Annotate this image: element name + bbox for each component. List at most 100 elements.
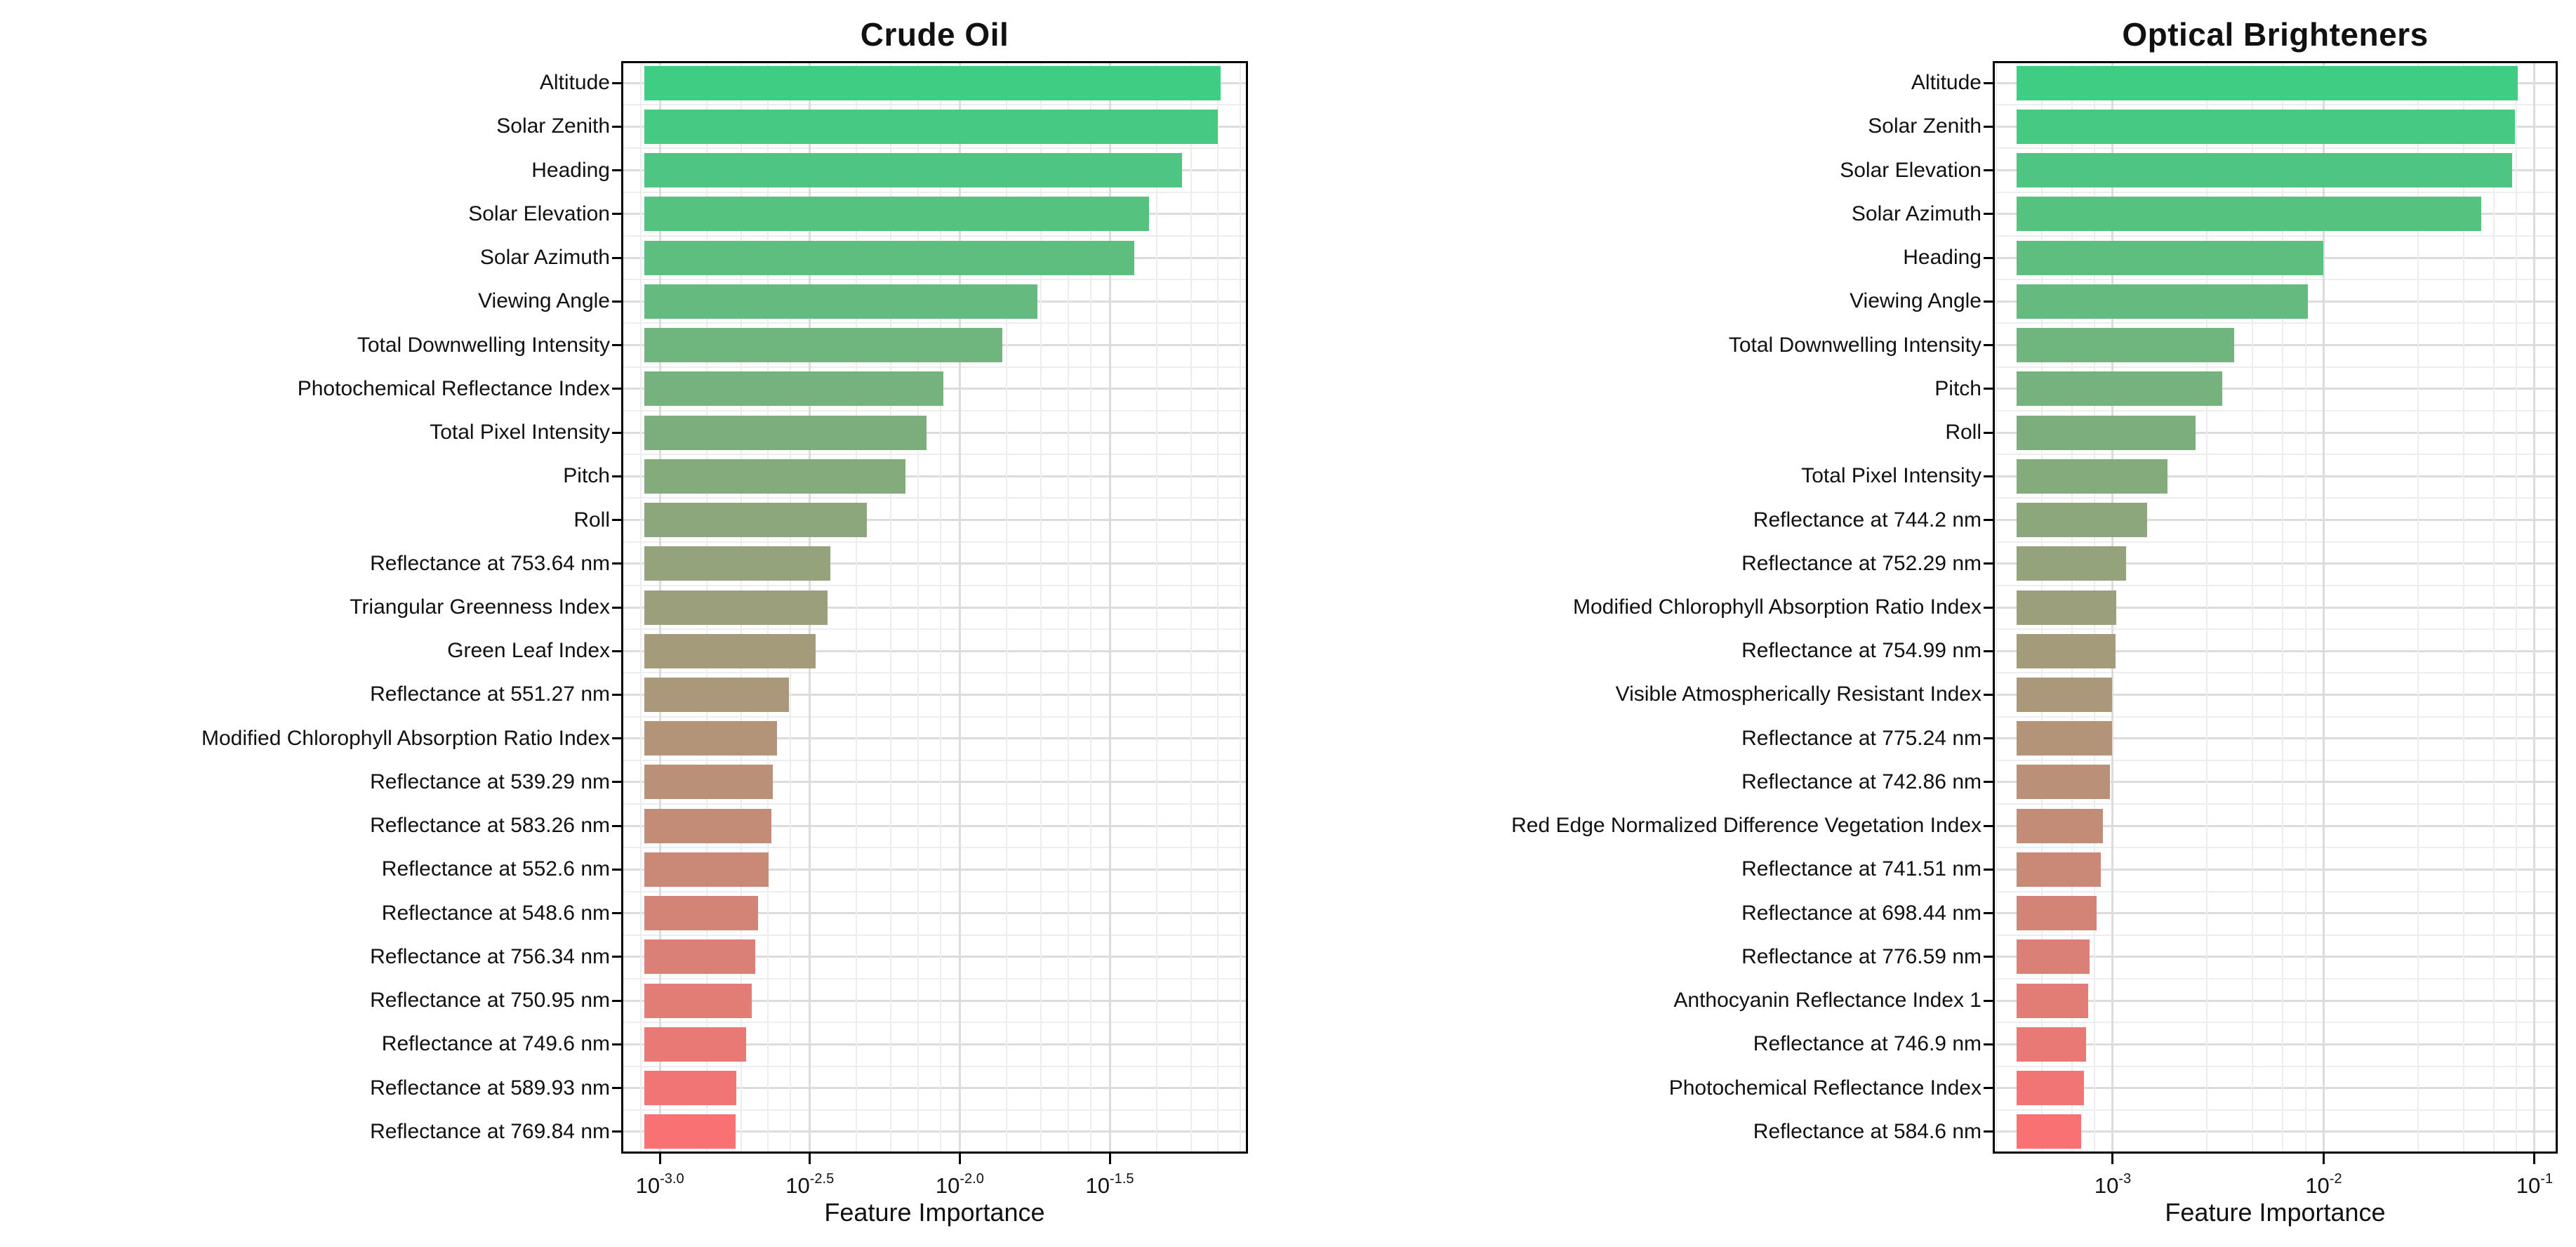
gridline-horizontal-minor [621, 235, 1248, 237]
gridline-horizontal-major [621, 693, 1248, 696]
y-axis-tick [612, 213, 621, 216]
x-axis-tick [2111, 1154, 2114, 1164]
gridline-horizontal-minor [1993, 104, 2558, 106]
gridline-horizontal-minor [1993, 628, 2558, 631]
bar-reflectance-at-539-29-nm [644, 765, 773, 800]
gridline-horizontal-minor [1993, 847, 2558, 849]
gridline-vertical-minor [2462, 61, 2464, 1154]
gridline-vertical-minor [1995, 61, 1997, 1154]
gridline-vertical-minor [2206, 61, 2208, 1154]
gridline-horizontal-minor [1993, 1065, 2558, 1067]
gridline-horizontal-minor [1993, 978, 2558, 980]
gridline-horizontal-major [621, 956, 1248, 958]
y-axis-tick [612, 781, 621, 784]
y-axis-tick [1984, 649, 1993, 652]
category-label: Solar Zenith [1868, 114, 1981, 138]
gridline-horizontal-minor [1993, 890, 2558, 892]
gridline-horizontal-minor [621, 759, 1248, 761]
x-axis-tick-label: 10-2 [2305, 1171, 2342, 1198]
gridline-vertical-minor [856, 61, 858, 1154]
gridline-horizontal-major [1993, 824, 2558, 827]
gridline-horizontal-major [621, 431, 1248, 434]
gridline-vertical-major [2322, 61, 2325, 1154]
bar-altitude [644, 65, 1221, 100]
category-label: Roll [1945, 421, 1981, 444]
y-axis-tick [612, 693, 621, 696]
y-axis-tick [612, 169, 621, 172]
category-label: Triangular Greenness Index [350, 595, 610, 619]
y-axis-tick [1984, 388, 1993, 390]
gridline-vertical-minor [917, 61, 919, 1154]
category-label: Viewing Angle [1850, 289, 1981, 313]
y-axis-tick [1984, 1087, 1993, 1090]
gridline-horizontal-minor [621, 147, 1248, 150]
gridline-horizontal-major [621, 999, 1248, 1002]
y-axis-tick [612, 344, 621, 347]
gridline-vertical-minor [1240, 61, 1242, 1154]
category-label: Reflectance at 742.86 nm [1741, 770, 1981, 793]
y-axis-tick [612, 519, 621, 522]
gridline-horizontal-major [1993, 388, 2558, 390]
gridline-horizontal-minor [621, 803, 1248, 805]
bar-reflectance-at-754-99-nm [2016, 633, 2116, 668]
gridline-horizontal-major [1993, 1130, 2558, 1133]
gridline-horizontal-major [1993, 781, 2558, 784]
gridline-vertical-minor [940, 61, 942, 1154]
x-axis-tick [809, 1154, 811, 1164]
bar-reflectance-at-698-44-nm [2016, 896, 2097, 931]
category-label: Reflectance at 750.95 nm [370, 989, 610, 1012]
x-axis-label-crude-oil: Feature Importance [824, 1198, 1045, 1227]
x-axis-tick [2533, 1154, 2536, 1164]
y-axis-tick [1984, 606, 1993, 609]
y-axis-tick [612, 737, 621, 740]
category-label: Solar Azimuth [1851, 202, 1981, 225]
category-label: Reflectance at 548.6 nm [381, 901, 610, 925]
y-axis-tick [1984, 824, 1993, 827]
bar-viewing-angle [644, 284, 1038, 319]
bar-reflectance-at-551-27-nm [644, 677, 790, 712]
gridline-vertical-minor [1040, 61, 1042, 1154]
gridline-horizontal-major [1993, 999, 2558, 1002]
gridline-horizontal-minor [621, 497, 1248, 499]
gridline-horizontal-major [1993, 649, 2558, 652]
gridline-horizontal-major [621, 1087, 1248, 1090]
gridline-horizontal-major [1993, 431, 2558, 434]
category-label: Reflectance at 551.27 nm [370, 682, 610, 706]
gridline-horizontal-minor [1993, 715, 2558, 718]
bar-reflectance-at-776-59-nm [2016, 939, 2090, 975]
gridline-vertical-minor [1155, 61, 1157, 1154]
gridline-horizontal-major [1993, 519, 2558, 522]
category-label: Pitch [1934, 376, 1981, 400]
bar-green-leaf-index [644, 633, 816, 668]
category-label: Reflectance at 769.84 nm [370, 1119, 610, 1143]
bar-roll [2016, 415, 2196, 450]
category-label: Solar Elevation [468, 202, 610, 225]
bar-heading [2016, 240, 2324, 275]
x-axis-tick-label: 10-1 [2516, 1171, 2554, 1198]
y-axis-tick [1984, 519, 1993, 522]
bar-reflectance-at-548-6-nm [644, 896, 758, 931]
y-axis-tick [1984, 912, 1993, 915]
category-label: Total Downwelling Intensity [357, 333, 610, 357]
category-label: Reflectance at 746.9 nm [1753, 1032, 1981, 1056]
gridline-vertical-minor [639, 61, 642, 1154]
bar-reflectance-at-744-2-nm [2016, 503, 2148, 538]
bar-total-pixel-intensity [644, 415, 927, 450]
gridline-vertical-minor [2492, 61, 2495, 1154]
category-label: Reflectance at 744.2 nm [1753, 508, 1981, 532]
y-axis-tick [1984, 344, 1993, 347]
gridline-horizontal-major [621, 737, 1248, 740]
y-axis-tick [1984, 256, 1993, 259]
x-axis-tick-label: 10-1.5 [1085, 1171, 1134, 1198]
category-label: Viewing Angle [478, 289, 610, 313]
gridline-vertical-major [2533, 61, 2536, 1154]
bar-solar-elevation [644, 197, 1150, 232]
gridline-vertical-minor [2282, 61, 2284, 1154]
gridline-horizontal-minor [621, 1065, 1248, 1067]
y-axis-tick [1984, 300, 1993, 303]
gridline-horizontal-major [1993, 1043, 2558, 1045]
gridline-horizontal-minor [1993, 1109, 2558, 1111]
category-label: Modified Chlorophyll Absorption Ratio In… [201, 726, 610, 750]
gridline-horizontal-minor [1993, 541, 2558, 543]
